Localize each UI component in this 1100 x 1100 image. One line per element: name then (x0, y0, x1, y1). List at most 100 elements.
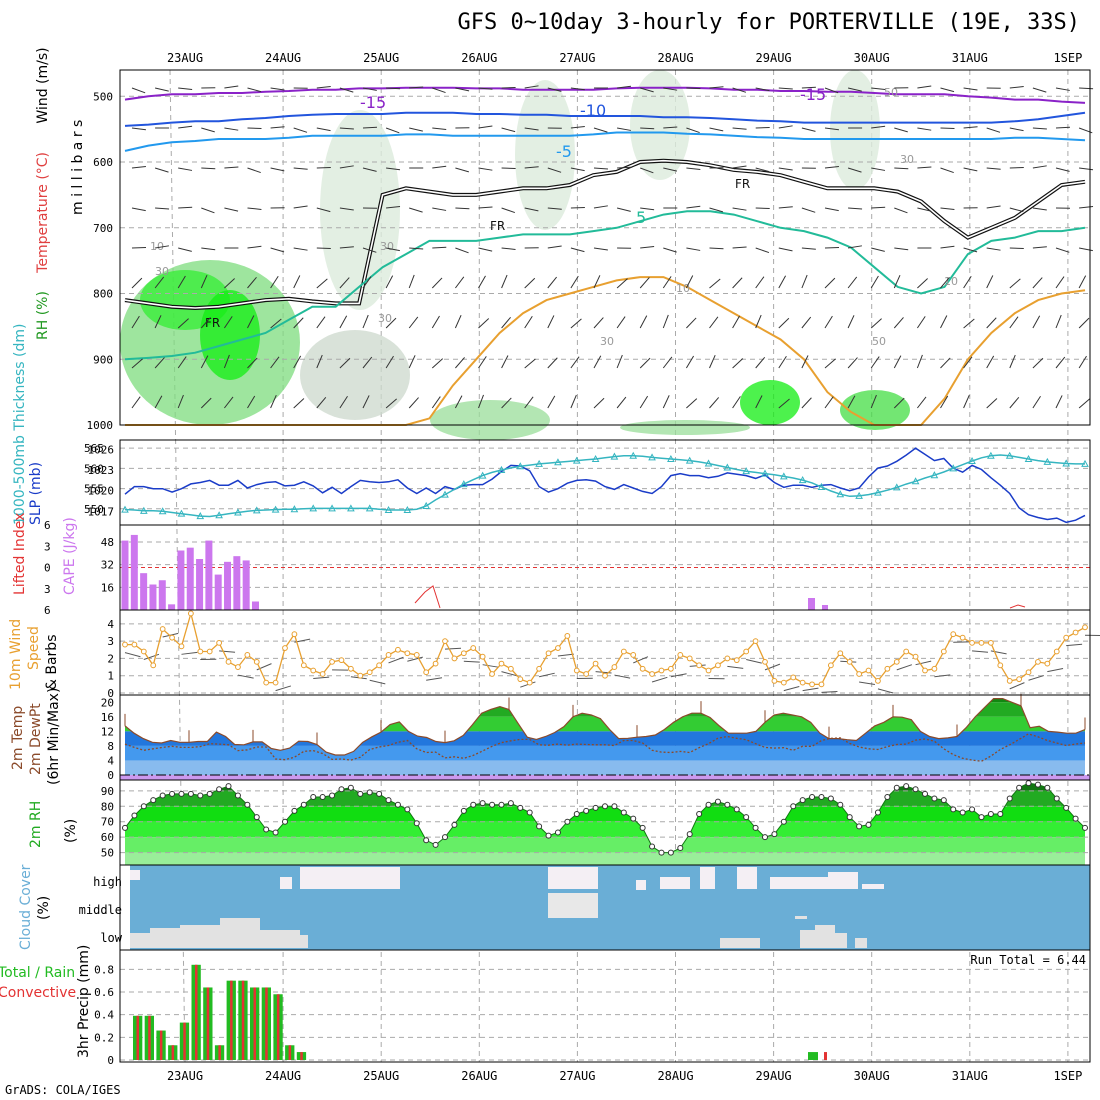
date-label-bottom: 28AUG (657, 1069, 693, 1083)
wind-barb (639, 315, 648, 329)
wind-barb (524, 358, 536, 369)
thickness-marker (554, 458, 562, 466)
wind-barb (223, 316, 233, 329)
rh-marker (197, 792, 204, 799)
rh-contour-fill (300, 330, 410, 420)
rh-marker (846, 814, 853, 821)
wind-barb (639, 277, 650, 289)
rh-marker (969, 806, 976, 813)
thickness-marker (459, 480, 468, 488)
rh-tick-label: 50 (101, 847, 114, 860)
wind-barb-10m (934, 674, 951, 678)
rh-marker (329, 792, 336, 799)
wind-speed-marker (592, 660, 599, 667)
wind-barb (593, 397, 605, 409)
pressure-tick-label: 900 (93, 353, 113, 366)
wind-barb (732, 87, 747, 93)
wind-barb (409, 86, 424, 89)
wind-speed-marker (856, 671, 863, 677)
rh-marker (583, 807, 590, 814)
wind-barb (917, 85, 932, 89)
wind-barb (870, 394, 877, 409)
wind-barb (524, 207, 539, 212)
wind-barb (916, 354, 923, 369)
rh-marker (940, 797, 947, 804)
date-label-top: 1SEP (1053, 51, 1082, 65)
wind-barb (247, 167, 261, 174)
wind-speed-marker (1025, 669, 1032, 676)
wind-barb (524, 127, 539, 131)
wind-barb (847, 87, 862, 92)
wind-barb (386, 87, 401, 90)
cape-tick-label: 32 (101, 559, 114, 572)
precip-total-bar (808, 1052, 818, 1060)
ylabel-part: (%) (36, 896, 52, 920)
instability-ylabel: Lifted Index CAPE (J/kg) (12, 513, 78, 595)
low-cloud-clear (220, 918, 260, 948)
rh-band (125, 821, 1085, 838)
wind-barb (454, 395, 463, 409)
wind-barb (362, 314, 369, 329)
date-label-top: 28AUG (657, 51, 693, 65)
rh-marker (376, 790, 383, 797)
thickness-marker (987, 451, 995, 459)
wind-barb (778, 247, 793, 252)
wind-barb (894, 127, 908, 133)
thickness-marker (836, 490, 845, 498)
wind-barb (570, 275, 579, 289)
thickness-marker (667, 454, 675, 463)
cape-bar (121, 540, 129, 610)
thickness-marker (1081, 459, 1089, 467)
wind-barb (131, 127, 146, 131)
wind-barb (431, 315, 440, 329)
wind-barb (454, 315, 462, 329)
wind-barb (501, 207, 516, 214)
rh-marker (931, 795, 938, 802)
low-cloud-clear (260, 930, 300, 948)
slp-tick-label: 1017 (88, 505, 115, 518)
rh-marker (282, 818, 288, 825)
wind-barb-10m (313, 676, 330, 680)
thickness-marker (252, 506, 261, 514)
cape-tick-label: 48 (101, 536, 114, 549)
wind-barb (131, 396, 141, 409)
rh-marker (705, 801, 712, 808)
freezing-level-line-inner (124, 159, 1086, 309)
wind-barb (824, 358, 836, 369)
li-tick-label: 3 (44, 583, 51, 596)
ylabel-part: (6hr Min/Max) (46, 688, 62, 785)
low-cloud-clear (130, 933, 150, 948)
thickness-tick-label: 560 (84, 462, 104, 475)
wind-barb (986, 167, 1001, 170)
high-cloud-clear (700, 867, 715, 889)
wind-barb (155, 245, 170, 249)
wind-barb (847, 395, 856, 409)
wind-barb (131, 166, 146, 169)
wind-barb (224, 127, 239, 131)
li-tick-label: 0 (44, 562, 51, 575)
wind-barb (824, 396, 834, 409)
wind-barb-10m (896, 664, 913, 671)
wind-speed-marker (649, 671, 655, 677)
wind-barb-10m (972, 650, 989, 653)
wind-speed-marker (517, 676, 524, 683)
wind-barb (501, 355, 509, 369)
rh-marker (884, 794, 891, 800)
wind-barb (178, 167, 193, 171)
wind-barb (1055, 126, 1071, 129)
wind-barb (917, 396, 927, 409)
wind-barb (339, 87, 354, 93)
wind-barb (177, 275, 186, 289)
wind-barb (362, 395, 370, 409)
wind-speed-marker (150, 662, 157, 669)
wind-barb (131, 87, 146, 94)
rh-band (125, 852, 1085, 865)
wind-barb (778, 398, 790, 409)
wind-barb (1009, 354, 1016, 369)
wind-speed-marker (460, 650, 467, 657)
wind-barb (709, 247, 724, 250)
wind-barb (616, 278, 628, 289)
wind-barb (778, 125, 793, 129)
wind-barb-10m (482, 664, 499, 668)
wind-barb (662, 356, 673, 369)
